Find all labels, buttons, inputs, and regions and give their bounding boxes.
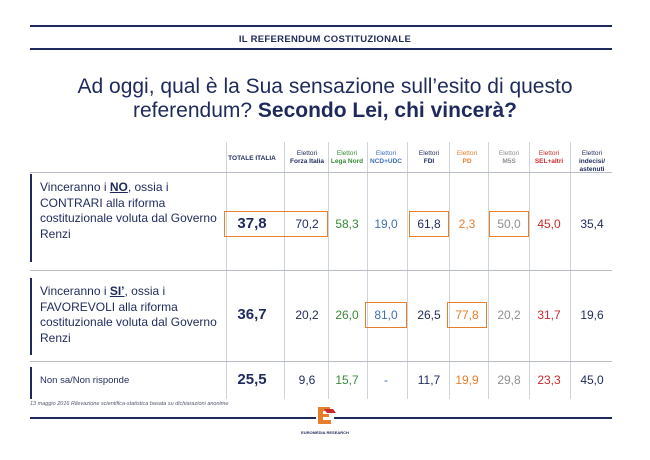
- table-cell-value: -: [384, 373, 388, 387]
- row-accent-bar: [30, 367, 32, 399]
- column-header-line2: FDI: [423, 158, 435, 165]
- table-cell-value: 26,0: [335, 308, 359, 322]
- table-cell-value: 45,0: [580, 373, 604, 387]
- table-cell-value: 9,6: [298, 373, 316, 387]
- highlight-box: [365, 302, 407, 328]
- table-cell-value: 19,6: [580, 308, 604, 322]
- highlight-box: [447, 302, 487, 328]
- column-header-line1: Elettori: [375, 150, 397, 157]
- row-label-prefix: Non sa/Non risponde: [40, 375, 130, 386]
- table-cell-value: 25,5: [237, 371, 267, 388]
- column-header-line2: indecisi/ astenuti: [578, 158, 605, 173]
- column-header-line2: NCD+UDC: [370, 158, 402, 165]
- row-label-suffix: , ossia i FAVOREVOLI alla riforma costit…: [40, 284, 217, 345]
- header-divider: [30, 172, 612, 173]
- table-cell-value: 45,0: [537, 217, 561, 231]
- table-cell-value: 2,3: [458, 217, 476, 231]
- row-label-key: NO: [109, 180, 128, 194]
- highlight-box: [489, 211, 529, 237]
- column-header-line1: TOTALE ITALIA: [228, 155, 276, 162]
- row-label-key: SI’: [109, 284, 125, 298]
- highlight-box: [224, 211, 328, 237]
- question-title: Ad oggi, qual è la Sua sensazione sull’e…: [30, 75, 620, 123]
- row-label-prefix: Vinceranno i: [40, 180, 110, 194]
- header-bottom-rule: [30, 48, 612, 50]
- column-header: Elettori M5S: [485, 150, 533, 166]
- table-cell-value: 36,7: [237, 306, 267, 323]
- logo-text: EUROMEDIA RESEARCH: [301, 430, 349, 435]
- table-cell-value: 61,8: [417, 217, 441, 231]
- row-divider: [30, 361, 612, 362]
- column-header: Elettori indecisi/ astenuti: [568, 150, 616, 174]
- column-header: Elettori Lega Nord: [323, 150, 371, 166]
- column-header-line2: SEL+altri: [534, 158, 564, 165]
- table-cell-value: 11,7: [417, 373, 441, 387]
- table-cell-value: 26,5: [417, 308, 441, 322]
- table-cell-value: 58,3: [335, 217, 359, 231]
- table-cell-value: 23,3: [537, 373, 561, 387]
- table-cell-value: 19,9: [455, 373, 479, 387]
- column-header: TOTALE ITALIA: [228, 155, 276, 163]
- row-label: Vinceranno i SI’, ossia i FAVOREVOLI all…: [40, 284, 220, 346]
- table-cell-value: 29,8: [497, 373, 521, 387]
- column-header-line2: Forza Italia: [290, 158, 324, 165]
- question-line-2: referendum?: [133, 99, 258, 122]
- table-cell-value: 20,2: [295, 308, 319, 322]
- table-cell-value: 81,0: [374, 308, 398, 322]
- table-cell-value: 35,4: [580, 217, 604, 231]
- table-cell-value: 77,8: [455, 308, 479, 322]
- column-header-line2: Lega Nord: [330, 158, 364, 165]
- header-top-rule: [30, 25, 612, 27]
- column-header-line1: Elettori: [336, 150, 358, 157]
- table-cell-value: 70,2: [295, 217, 319, 231]
- table-cell-value: 15,7: [335, 373, 359, 387]
- row-accent-bar: [30, 174, 32, 262]
- footnote: 13 maggio 2016 Rilevazione scientifica-s…: [30, 401, 229, 407]
- question-line-1: Ad oggi, qual è la Sua sensazione sull’e…: [77, 75, 573, 98]
- header-title: IL REFERENDUM COSTITUZIONALE: [238, 34, 412, 45]
- row-label: Non sa/Non risponde: [40, 373, 220, 389]
- table-cell-value: 50,0: [497, 217, 521, 231]
- column-header: Elettori FDI: [405, 150, 453, 166]
- row-accent-bar: [30, 278, 32, 355]
- column-header-line2: M5S: [502, 158, 516, 165]
- table-cell-value: 31,7: [537, 308, 561, 322]
- table-cell-value: 37,8: [237, 215, 267, 232]
- column-header: Elettori Forza Italia: [283, 150, 331, 166]
- row-label-suffix: , ossia i CONTRARI alla riforma costituz…: [40, 180, 217, 241]
- table-cell-value: 20,2: [497, 308, 521, 322]
- highlight-box: [409, 211, 449, 237]
- row-divider: [30, 270, 612, 271]
- column-header: Elettori PD: [443, 150, 491, 166]
- question-bold: Secondo Lei, chi vincerà?: [257, 99, 517, 122]
- column-header-line2: PD: [462, 158, 472, 165]
- column-header-line1: Elettori: [296, 150, 318, 157]
- column-header-line1: Elettori: [418, 150, 440, 157]
- column-header-line1: Elettori: [581, 150, 603, 157]
- row-label: Vinceranno i NO, ossia i CONTRARI alla r…: [40, 180, 220, 242]
- euromedia-logo-icon: [316, 405, 336, 425]
- row-label-prefix: Vinceranno i: [40, 284, 110, 298]
- column-header-line1: Elettori: [538, 150, 560, 157]
- column-header: Elettori NCD+UDC: [362, 150, 410, 166]
- table-cell-value: 19,0: [374, 217, 398, 231]
- column-header: Elettori SEL+altri: [525, 150, 573, 166]
- column-header-line1: Elettori: [498, 150, 520, 157]
- column-header-line1: Elettori: [456, 150, 478, 157]
